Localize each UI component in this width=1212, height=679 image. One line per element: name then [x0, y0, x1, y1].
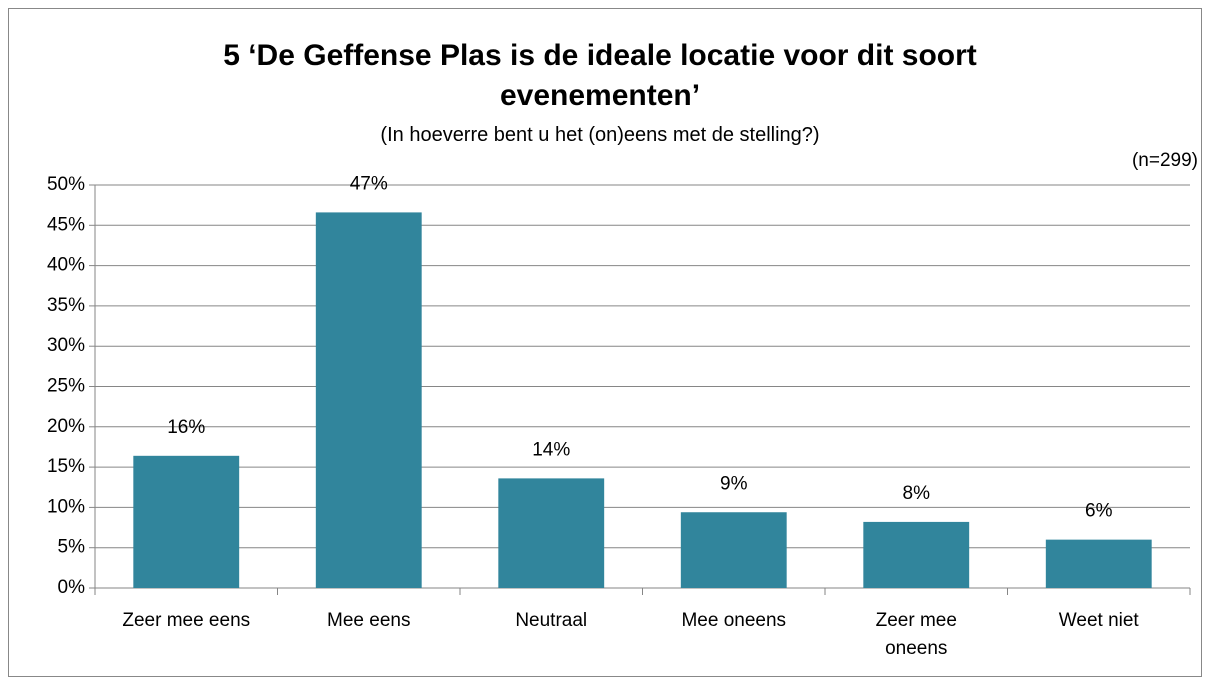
bar [1045, 539, 1152, 588]
bar [863, 521, 970, 588]
bar [133, 455, 240, 588]
data-label: 16% [167, 417, 205, 438]
chart-subtitle: (In hoeverre bent u het (on)eens met de … [380, 124, 820, 146]
x-tick-label: Zeer mee eens [122, 610, 251, 631]
x-tick-label: Neutraal [515, 610, 588, 631]
data-label: 47% [350, 173, 388, 194]
x-tick-label: Weet niet [1058, 610, 1139, 631]
y-tick-label: 35% [47, 295, 85, 316]
bar [498, 478, 605, 588]
y-tick-label: 20% [47, 416, 85, 437]
y-tick-label: 50% [47, 174, 85, 195]
bar [315, 212, 422, 589]
data-label: 14% [532, 439, 570, 460]
y-tick-label: 25% [47, 376, 85, 397]
y-tick-label: 5% [58, 537, 86, 558]
y-tick-label: 10% [47, 496, 85, 517]
chart-title: 5 ‘De Geffense Plas is de ideale locatie… [223, 39, 977, 112]
y-tick-label: 0% [58, 577, 86, 598]
chart-border [8, 8, 1202, 677]
data-label: 9% [720, 473, 748, 494]
y-tick-label: 40% [47, 255, 85, 276]
y-tick-label: 30% [47, 335, 85, 356]
data-label: 6% [1085, 501, 1113, 522]
y-tick-label: 45% [47, 214, 85, 235]
bar [680, 512, 787, 588]
x-tick-label: Zeer mee oneens [875, 610, 957, 659]
x-tick-label: Mee eens [327, 610, 411, 631]
sample-size: (n=299) [1131, 150, 1198, 171]
y-tick-label: 15% [47, 456, 85, 477]
data-label: 8% [903, 483, 931, 504]
x-tick-label: Mee oneens [681, 610, 787, 631]
